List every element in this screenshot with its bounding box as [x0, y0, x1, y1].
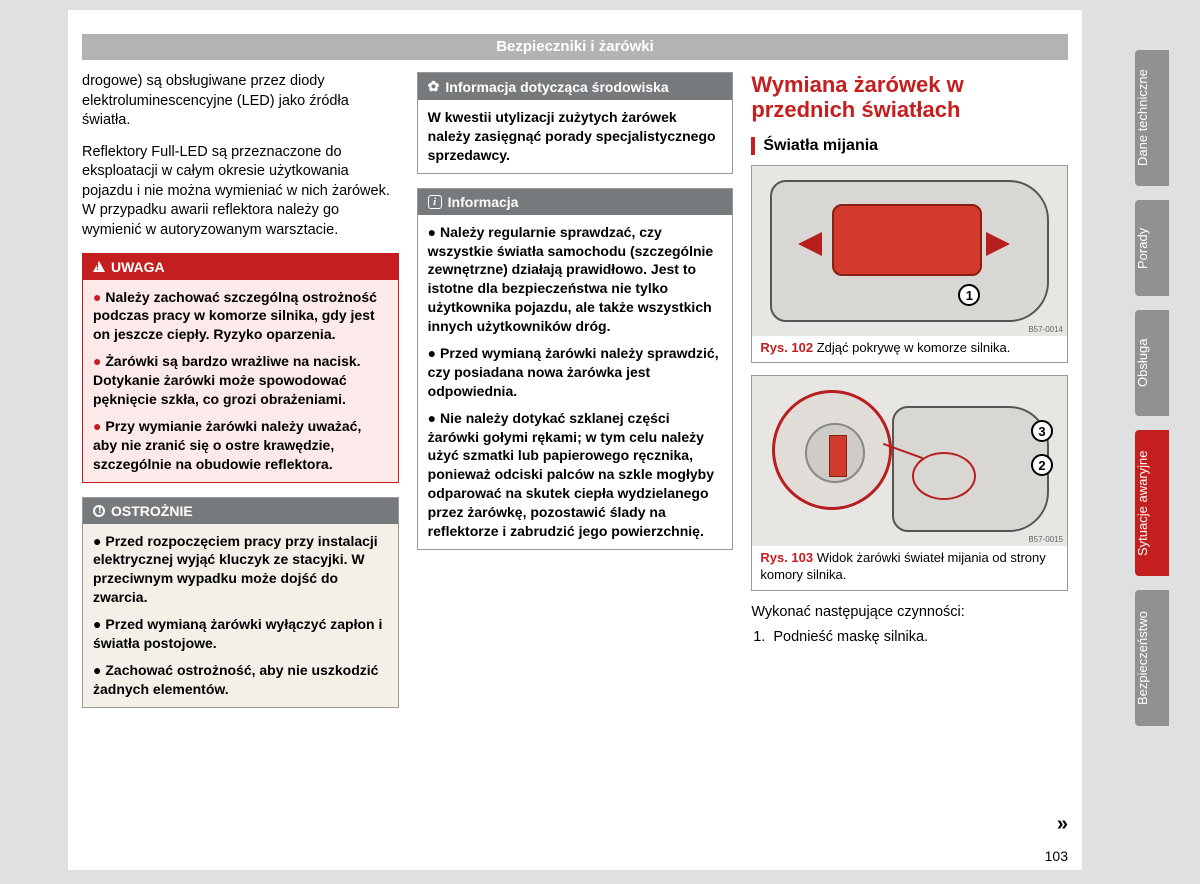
environment-title: Informacja dotycząca środowiska — [445, 79, 668, 95]
warning-item-2: Żarówki są bardzo wrażliwe na nacisk. Do… — [93, 353, 361, 407]
info-header: i Informacja — [418, 189, 733, 215]
caution-item-3: Zachować ostrożność, aby nie uszkodzić ż… — [93, 662, 378, 697]
intro-para-1: drogowe) są obsługiwane przez diody elek… — [82, 72, 399, 131]
steps-list: Podnieść maskę silnika. — [769, 629, 1068, 645]
intro-para-2: Reflektory Full-LED są przeznaczone do e… — [82, 143, 399, 241]
zoom-circle — [772, 390, 892, 510]
caution-icon — [93, 505, 105, 517]
caution-body: ● Przed rozpoczęciem pracy przy instalac… — [83, 524, 398, 707]
environment-header: ✿ Informacja dotycząca środowiska — [418, 73, 733, 100]
column-3: Wymiana żarówek w przednich światłach Św… — [751, 72, 1068, 840]
warning-body: ● Należy zachować szczególną ostrożność … — [83, 280, 398, 482]
caution-item-2: Przed wymianą żarówki wyłączyć zapłon i … — [93, 616, 382, 651]
manual-page: Bezpieczniki i żarówki drogowe) są obsłu… — [68, 10, 1082, 870]
tab-sytuacje-awaryjne[interactable]: Sytuacje awaryjne — [1135, 430, 1169, 576]
figure-103-code: B57-0015 — [1028, 535, 1063, 544]
warning-header: UWAGA — [83, 254, 398, 280]
figure-103-image: 3 2 B57-0015 — [752, 376, 1067, 546]
environment-body: W kwestii utylizacji zużytych żarówek na… — [418, 100, 733, 173]
arrow-left-icon — [798, 232, 822, 256]
info-box: i Informacja ● Należy regularnie sprawdz… — [417, 188, 734, 550]
warning-icon — [93, 261, 105, 272]
caution-title: OSTROŻNIE — [111, 503, 193, 519]
figure-103: 3 2 B57-0015 Rys. 103 Widok żarówki świa… — [751, 375, 1068, 591]
figure-102-code: B57-0014 — [1028, 325, 1063, 334]
environment-text: W kwestii utylizacji zużytych żarówek na… — [428, 109, 716, 163]
info-item-2: Przed wymianą żarówki należy sprawdzić, … — [428, 345, 719, 399]
figure-102-image: 1 B57-0014 — [752, 166, 1067, 336]
warning-title: UWAGA — [111, 259, 165, 275]
steps-intro: Wykonać następujące czynności: — [751, 603, 1068, 623]
subsection-title: Światła mijania — [751, 137, 1068, 155]
headlamp-outline: 1 — [770, 180, 1049, 322]
tab-bezpieczenstwo[interactable]: Bezpieczeństwo — [1135, 590, 1169, 726]
warning-item-3: Przy wymianie żarówki należy uważać, aby… — [93, 418, 361, 472]
warning-item-1: Należy zachować szczególną ostrożność po… — [93, 289, 377, 343]
info-body: ● Należy regularnie sprawdzać, czy wszys… — [418, 215, 733, 549]
caution-box: OSTROŻNIE ● Przed rozpoczęciem pracy prz… — [82, 497, 399, 708]
callout-2: 2 — [1031, 454, 1053, 476]
column-1: drogowe) są obsługiwane przez diody elek… — [82, 72, 399, 840]
bulb-cover — [832, 204, 982, 276]
tab-porady[interactable]: Porady — [1135, 200, 1169, 296]
figure-102-caption: Rys. 102 Zdjąć pokrywę w komorze silnika… — [752, 336, 1067, 363]
side-tabs: Dane techniczne Porady Obsługa Sytuacje … — [1135, 50, 1169, 726]
figure-102: 1 B57-0014 Rys. 102 Zdjąć pokrywę w komo… — [751, 165, 1068, 364]
tab-dane-techniczne[interactable]: Dane techniczne — [1135, 50, 1169, 186]
figure-103-label: Rys. 103 — [760, 550, 813, 565]
bulb-socket — [805, 423, 865, 483]
recycle-icon: ✿ — [428, 78, 440, 95]
section-title: Wymiana żarówek w przednich światłach — [751, 72, 1068, 123]
arrow-right-icon — [986, 232, 1010, 256]
callout-3: 3 — [1031, 420, 1053, 442]
info-item-3: Nie należy dotykać szklanej części żarów… — [428, 410, 714, 539]
caution-header: OSTROŻNIE — [83, 498, 398, 524]
caution-item-1: Przed rozpoczęciem pracy przy instalacji… — [93, 533, 378, 606]
info-item-1: Należy regularnie sprawdzać, czy wszystk… — [428, 224, 714, 334]
figure-102-text: Zdjąć pokrywę w komorze silnika. — [817, 340, 1011, 355]
page-number: 103 — [1045, 848, 1068, 864]
info-icon: i — [428, 195, 442, 209]
warning-box: UWAGA ● Należy zachować szczególną ostro… — [82, 253, 399, 483]
figure-102-label: Rys. 102 — [760, 340, 813, 355]
callout-1: 1 — [958, 284, 980, 306]
figure-103-caption: Rys. 103 Widok żarówki świateł mijania o… — [752, 546, 1067, 590]
content-columns: drogowe) są obsługiwane przez diody elek… — [82, 72, 1068, 840]
page-header: Bezpieczniki i żarówki — [82, 34, 1068, 60]
environment-box: ✿ Informacja dotycząca środowiska W kwes… — [417, 72, 734, 174]
tab-obsluga[interactable]: Obsługa — [1135, 310, 1169, 416]
step-1: Podnieść maskę silnika. — [769, 629, 1068, 645]
info-title: Informacja — [448, 194, 519, 210]
column-2: ✿ Informacja dotycząca środowiska W kwes… — [417, 72, 734, 840]
continue-icon: » — [1057, 813, 1068, 836]
